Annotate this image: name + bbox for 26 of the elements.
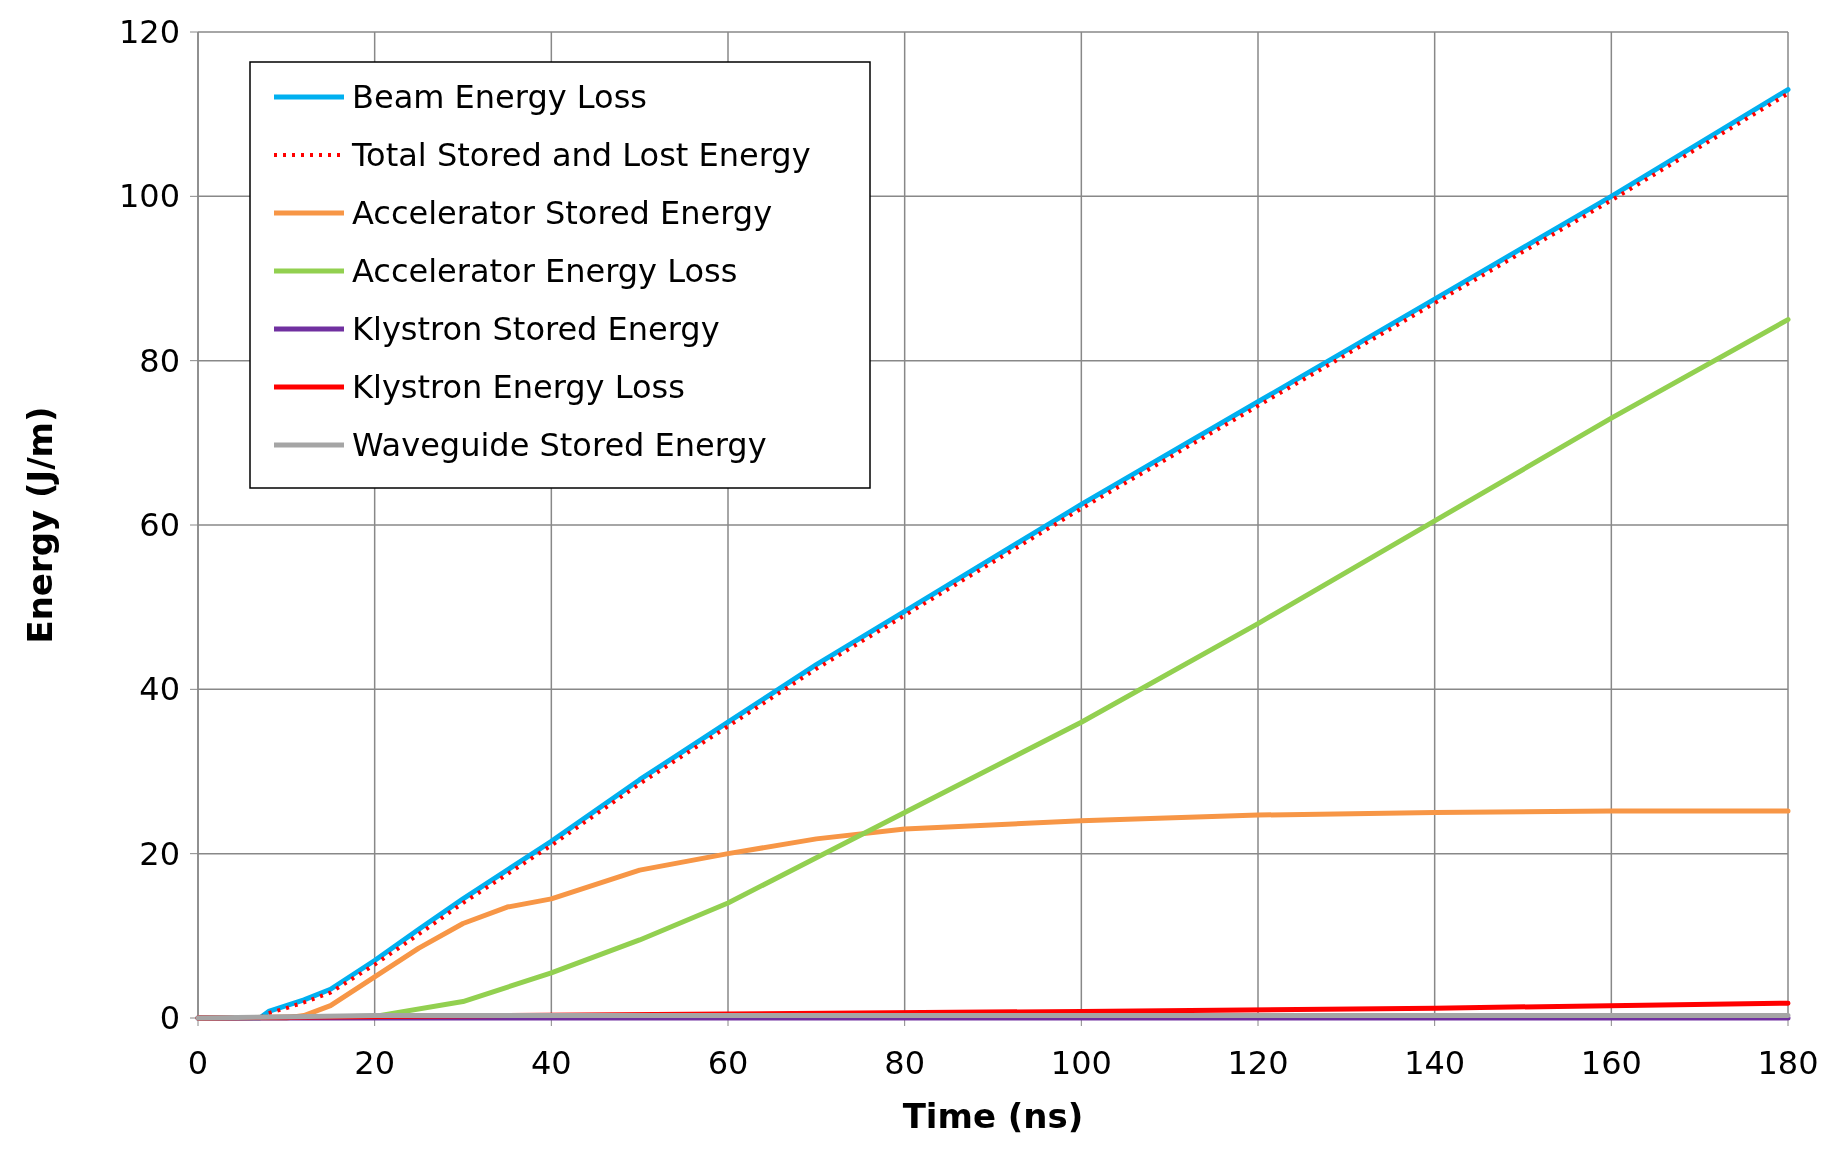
y-axis-title: Energy (J/m) xyxy=(20,406,60,644)
x-tick-label: 180 xyxy=(1757,1044,1819,1082)
x-tick-label: 140 xyxy=(1404,1044,1466,1082)
x-tick-label: 40 xyxy=(530,1044,572,1082)
y-tick-label: 40 xyxy=(139,670,180,709)
x-tick-label: 60 xyxy=(707,1044,749,1082)
legend-label: Accelerator Stored Energy xyxy=(352,194,773,232)
y-tick-label: 100 xyxy=(118,177,180,216)
x-tick-label: 80 xyxy=(884,1044,926,1082)
legend-label: Accelerator Energy Loss xyxy=(352,252,738,290)
y-tick-label: 60 xyxy=(139,506,180,544)
legend-label: Klystron Energy Loss xyxy=(352,368,685,406)
y-tick-label: 0 xyxy=(159,999,180,1037)
x-tick-label: 160 xyxy=(1580,1044,1642,1082)
legend-label: Beam Energy Loss xyxy=(352,78,647,116)
x-tick-label: 20 xyxy=(354,1044,396,1082)
legend-label: Waveguide Stored Energy xyxy=(352,426,767,464)
legend-label: Total Stored and Lost Energy xyxy=(351,136,811,174)
x-tick-label: 0 xyxy=(187,1044,209,1082)
y-tick-label: 80 xyxy=(139,341,180,380)
y-tick-label: 20 xyxy=(139,834,180,873)
x-tick-label: 120 xyxy=(1227,1044,1289,1082)
legend-label: Klystron Stored Energy xyxy=(352,310,720,348)
y-tick-label: 120 xyxy=(118,13,180,51)
x-axis-title: Time (ns) xyxy=(902,1096,1084,1136)
x-tick-label: 100 xyxy=(1050,1044,1112,1082)
